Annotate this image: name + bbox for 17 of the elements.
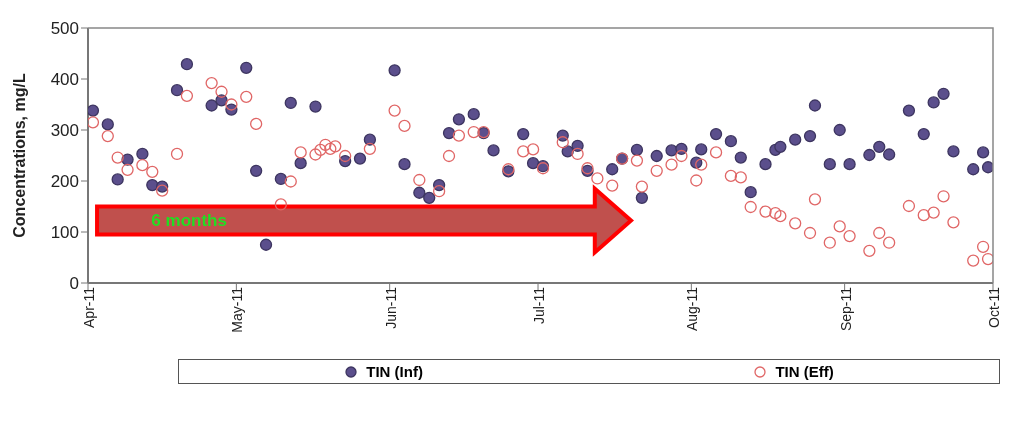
y-tick-label: 500 xyxy=(50,19,79,39)
y-tick-label: 100 xyxy=(50,223,79,243)
legend-label: TIN (Eff) xyxy=(774,363,834,380)
y-tick-label: 400 xyxy=(50,70,79,90)
x-tick-label: Jul-11 xyxy=(530,286,547,325)
x-tick-label: Apr-11 xyxy=(80,286,97,328)
y-tick-label: 200 xyxy=(50,172,79,192)
x-tick-label: May-11 xyxy=(229,286,246,333)
annotation: 6 months xyxy=(151,211,227,231)
x-tick-label: Jun-11 xyxy=(382,286,399,329)
legend-label: TIN (Inf) xyxy=(365,363,423,380)
y-tick-label: 0 xyxy=(69,274,79,294)
x-tick-label: Aug-11 xyxy=(684,286,701,332)
x-tick-label: Oct-11 xyxy=(985,286,1002,328)
y-tick-label: 300 xyxy=(50,121,79,141)
x-tick-label: Sep-11 xyxy=(837,286,854,332)
y-axis-title: Concentrations, mg/L xyxy=(10,73,28,238)
